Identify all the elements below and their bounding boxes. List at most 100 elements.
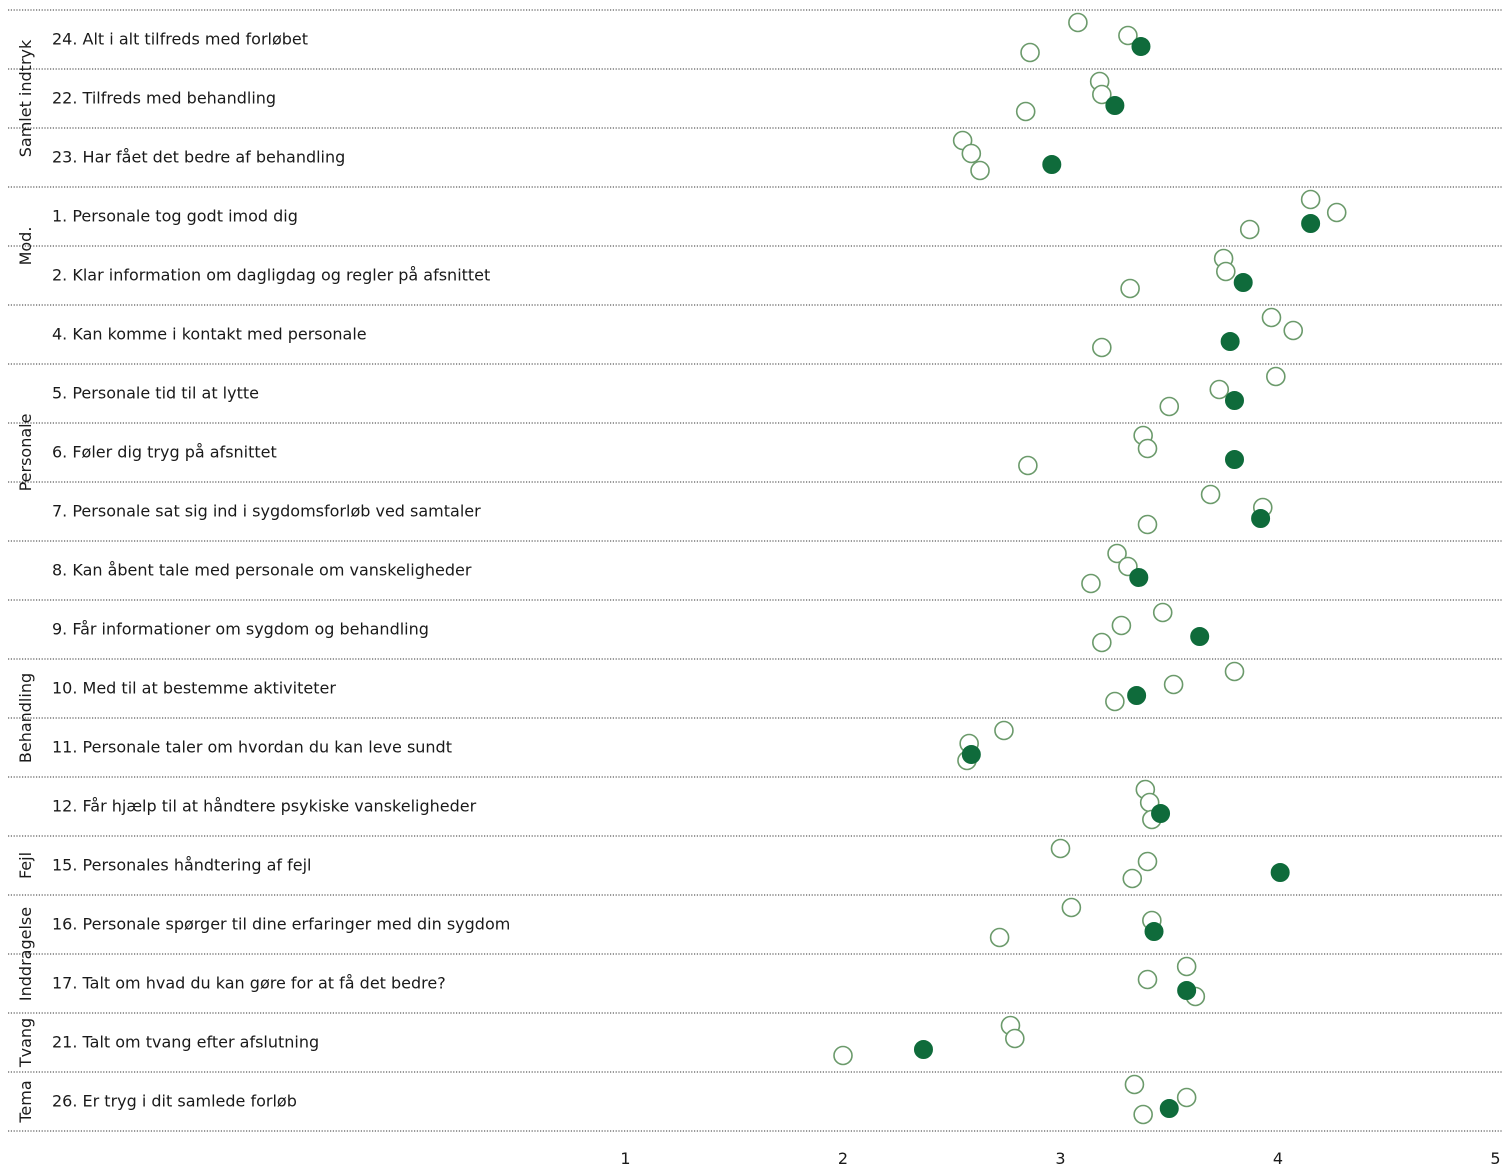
item-row: 9. Får informationer om sygdom og behand…: [52, 602, 1210, 653]
reference-point: [1118, 25, 1138, 46]
result-point: [1177, 981, 1197, 1000]
item-label: 12. Får hjælp til at håndtere psykiske v…: [52, 797, 477, 816]
result-point: [1270, 863, 1290, 882]
result-point: [1127, 686, 1147, 705]
item-label: 10. Med til at bestemme aktiviteter: [52, 679, 336, 698]
result-point: [1233, 273, 1253, 292]
item-row: 11. Personale taler om hvordan du kan le…: [52, 720, 1014, 771]
reference-point: [1176, 956, 1197, 977]
reference-point: [970, 160, 990, 181]
x-tick-label: 5: [1490, 1149, 1500, 1168]
item-row: 24. Alt i alt tilfreds med forløbet: [52, 12, 1151, 63]
reference-point: [1111, 615, 1132, 636]
item-label: 5. Personale tid til at lytte: [52, 384, 259, 403]
group-label: Tvang: [16, 1018, 35, 1068]
item-row: 8. Kan åbent tale med personale om vansk…: [52, 543, 1149, 594]
item-label: 23. Har fået det bedre af behandling: [52, 148, 345, 167]
group-label: Mod.: [16, 227, 35, 266]
reference-point: [1050, 838, 1071, 859]
item-label: 26. Er tryg i dit samlede forløb: [52, 1092, 297, 1111]
reference-point: [1224, 661, 1245, 682]
item-row: 26. Er tryg i dit samlede forløb: [52, 1074, 1197, 1125]
item-label: 6. Føler dig tryg på afsnittet: [52, 443, 277, 462]
reference-point: [1216, 261, 1236, 282]
item-row: 22. Tilfreds med behandling: [52, 71, 1125, 122]
reference-point: [1163, 674, 1184, 695]
reference-point: [1200, 484, 1221, 505]
group-label: Inddragelse: [16, 907, 35, 1001]
result-point: [1144, 922, 1164, 941]
item-row: 23. Har fået det bedre af behandling: [52, 130, 1062, 181]
reference-point: [833, 1045, 853, 1066]
reference-point: [1137, 514, 1158, 535]
reference-point: [1137, 438, 1158, 459]
result-point: [1220, 332, 1240, 351]
result-point: [1301, 214, 1321, 233]
item-row: 7. Personale sat sig ind i sygdomsforløb…: [52, 484, 1273, 535]
reference-point: [1137, 969, 1158, 990]
item-label: 4. Kan komme i kontakt med personale: [52, 325, 367, 344]
x-tick-label: 3: [1055, 1149, 1065, 1168]
reference-point: [1068, 12, 1088, 33]
reference-point: [1120, 278, 1140, 299]
result-point: [1151, 804, 1171, 823]
reference-point: [1239, 219, 1260, 240]
result-point: [1129, 568, 1149, 587]
reference-point: [1159, 396, 1180, 417]
reference-point: [1266, 366, 1286, 387]
item-row: 4. Kan komme i kontakt med personale: [52, 307, 1304, 358]
result-point: [961, 745, 981, 764]
reference-point: [1300, 189, 1321, 210]
item-row: 21. Talt om tvang efter afslutning: [52, 1015, 1025, 1066]
reference-point: [1005, 1028, 1025, 1049]
result-point: [1105, 96, 1125, 115]
group-label: Samlet indtryk: [16, 39, 35, 157]
reference-point: [1092, 632, 1112, 653]
item-label: 21. Talt om tvang efter afslutning: [52, 1033, 319, 1052]
result-point: [1225, 391, 1244, 410]
item-label: 24. Alt i alt tilfreds med forløbet: [52, 30, 308, 49]
reference-point: [1137, 851, 1158, 872]
group-label: Personale: [16, 414, 35, 492]
reference-point: [1176, 1087, 1197, 1108]
x-tick-label: 1: [620, 1149, 630, 1168]
item-row: 17. Talt om hvad du kan gøre for at få d…: [52, 956, 1206, 1007]
item-label: 8. Kan åbent tale med personale om vansk…: [52, 561, 472, 580]
result-point: [913, 1040, 933, 1059]
item-label: 11. Personale taler om hvordan du kan le…: [52, 738, 452, 757]
item-label: 7. Personale sat sig ind i sygdomsforløb…: [52, 502, 481, 521]
item-row: 5. Personale tid til at lytte: [52, 366, 1286, 417]
reference-point: [961, 143, 982, 164]
reference-point: [1122, 868, 1143, 889]
reference-point: [1124, 1074, 1145, 1095]
x-tick-label: 2: [838, 1149, 848, 1168]
item-row: 16. Personale spørger til dine erfaringe…: [52, 897, 1164, 948]
reference-point: [1092, 84, 1112, 105]
result-point: [1159, 1099, 1179, 1118]
group-label: Fejl: [16, 852, 35, 879]
reference-point: [994, 720, 1014, 741]
item-row: 15. Personales håndtering af fejl: [52, 838, 1290, 889]
item-row: 6. Føler dig tryg på afsnittet: [52, 425, 1244, 476]
reference-point: [1061, 897, 1082, 918]
item-label: 16. Personale spørger til dine erfaringe…: [52, 915, 510, 934]
item-label: 9. Får informationer om sygdom og behand…: [52, 620, 429, 639]
reference-point: [1283, 320, 1304, 341]
item-row: 1. Personale tog godt imod dig: [52, 189, 1347, 240]
item-label: 1. Personale tog godt imod dig: [52, 207, 298, 226]
item-row: 12. Får hjælp til at håndtere psykiske v…: [52, 779, 1171, 830]
item-label: 2. Klar information om dagligdag og regl…: [52, 266, 490, 285]
x-tick-label: 4: [1273, 1149, 1283, 1168]
result-point: [1251, 509, 1271, 528]
reference-point: [1209, 379, 1230, 400]
item-row: 10. Med til at bestemme aktiviteter: [52, 661, 1245, 712]
item-label: 15. Personales håndtering af fejl: [52, 856, 311, 875]
reference-point: [1020, 42, 1040, 63]
reference-point: [1015, 101, 1036, 122]
reference-point: [1092, 337, 1112, 358]
group-label: Tema: [16, 1080, 35, 1123]
item-row: 2. Klar information om dagligdag og regl…: [52, 248, 1253, 299]
group-label: Behandling: [16, 673, 35, 763]
reference-point: [1081, 573, 1101, 594]
